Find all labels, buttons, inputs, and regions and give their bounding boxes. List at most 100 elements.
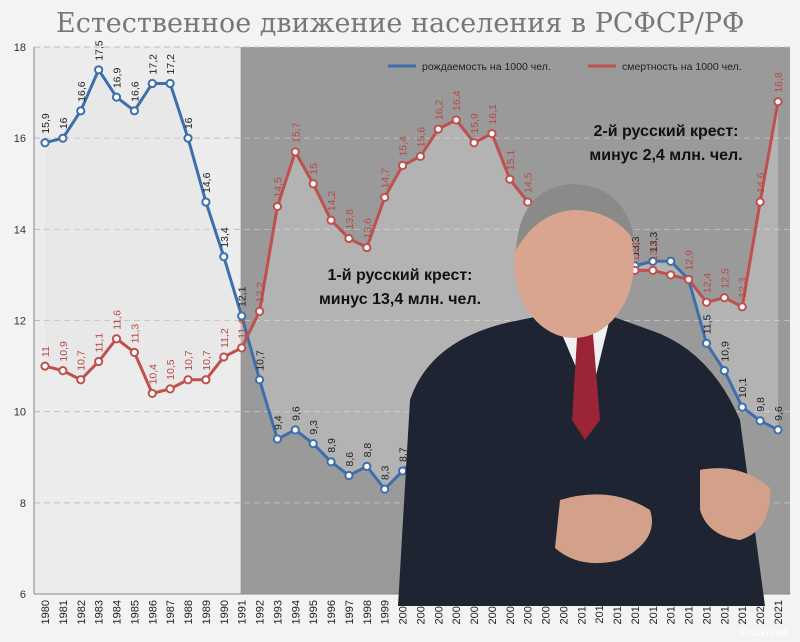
birth-data-label: 9,6: [773, 406, 785, 421]
birth-data-label: 8,3: [380, 465, 392, 480]
death-point: [147, 388, 157, 399]
death-point: [505, 174, 515, 184]
annotation-cross-1: 1-й русский крест: минус 13,4 млн. чел.: [319, 267, 481, 308]
birth-point: [397, 466, 408, 476]
y-tick-label: 16: [14, 133, 26, 145]
x-tick-label: 1985: [129, 600, 141, 624]
birth-point: [58, 133, 68, 143]
death-data-label: 15,1: [505, 150, 517, 171]
x-tick-label: 1989: [201, 600, 213, 624]
y-tick-label: 12: [14, 316, 26, 328]
birth-data-label: 13,4: [219, 227, 231, 248]
death-data-label: 12,5: [719, 268, 731, 289]
death-data-label: 15,4: [398, 136, 410, 157]
birth-point: [272, 434, 283, 444]
death-point: [701, 297, 712, 307]
death-point: [219, 352, 229, 362]
death-data-label: 11,6: [112, 310, 124, 330]
birth-data-label: 8,7: [398, 447, 410, 462]
death-point: [380, 192, 390, 203]
x-tick-label: 1994: [290, 600, 302, 624]
death-data-label: 15,7: [290, 122, 302, 143]
x-tick-label: 2000: [398, 600, 410, 624]
birth-point: [254, 375, 265, 385]
death-point: [469, 138, 479, 148]
x-tick-label: 1999: [380, 600, 392, 624]
annotation-cross-1-line-1: 1-й русский крест:: [327, 267, 472, 284]
y-tick-label: 6: [20, 589, 26, 601]
birth-data-label: 16,9: [112, 68, 124, 89]
annotation-cross-1-line-2: минус 13,4 млн. чел.: [319, 291, 481, 308]
x-tick-label: 1983: [94, 600, 106, 624]
x-tick-label: 2007: [523, 600, 535, 624]
x-tick-label: 1984: [112, 600, 124, 624]
death-data-label: 14,5: [272, 177, 284, 198]
death-data-label: 10,5: [165, 359, 177, 380]
birth-point: [147, 78, 157, 89]
x-tick-label: 1993: [272, 600, 284, 624]
birth-point: [362, 461, 372, 471]
death-data-label: 10,7: [183, 350, 195, 371]
death-data-label: 11: [40, 346, 52, 357]
series-points: [40, 65, 783, 494]
death-data-label: 11,1: [94, 333, 106, 353]
birth-data-label: 9,3: [308, 420, 320, 435]
x-tick-label: 1997: [344, 600, 356, 624]
birth-point: [183, 133, 193, 143]
death-data-label: 15,6: [415, 127, 427, 148]
birth-data-label: 11,5: [701, 314, 713, 334]
x-tick-label: 2016: [684, 600, 696, 624]
birth-data-label: 17,2: [147, 54, 159, 75]
legend: рождаемость на 1000 чел. смертность на 1…: [388, 61, 742, 73]
death-point: [111, 334, 122, 344]
death-data-label: 16,4: [451, 90, 463, 111]
death-point: [272, 201, 283, 212]
x-tick-label: 2017: [701, 600, 713, 624]
x-tick-label: 2018: [719, 600, 731, 624]
birth-point: [308, 438, 318, 449]
death-point: [648, 265, 658, 275]
death-data-label: 12,2: [255, 282, 267, 303]
legend-birth-label: рождаемость на 1000 чел.: [422, 61, 551, 73]
putin-photo: [398, 184, 771, 606]
death-point: [737, 302, 747, 312]
annotation-cross-2: 2-й русский крест: минус 2,4 млн. чел.: [589, 123, 742, 164]
birth-data-label: 9,4: [272, 415, 284, 430]
birth-data-label: 16: [58, 117, 70, 129]
death-point: [487, 129, 497, 139]
death-point: [76, 375, 86, 385]
birth-point: [648, 256, 658, 266]
x-tick-label: 1991: [237, 600, 249, 624]
x-tick-label: 1982: [76, 600, 88, 624]
birth-data-label: 8,8: [362, 443, 374, 458]
birth-point: [701, 338, 712, 348]
birth-data-label: 16: [183, 117, 195, 129]
birth-point: [719, 366, 729, 376]
death-point: [40, 361, 50, 371]
birth-point: [201, 197, 211, 207]
birth-data-label: 8,6: [344, 452, 356, 467]
y-tick-label: 14: [14, 224, 26, 236]
death-data-label: 14,5: [523, 172, 535, 193]
birth-point: [755, 416, 765, 426]
x-tick-label: 1986: [147, 600, 159, 624]
birth-data-label: 10,9: [719, 341, 731, 362]
death-data-label: 10,4: [147, 364, 159, 385]
birth-data-label: 15,9: [40, 113, 52, 134]
x-tick-label: 1981: [58, 600, 70, 624]
birth-point: [165, 78, 175, 89]
death-data-label: 16,1: [487, 104, 499, 125]
x-tick-label: 2006: [505, 600, 517, 624]
death-point: [254, 306, 265, 316]
x-tick-label: 2009: [558, 600, 570, 624]
birth-point: [380, 484, 390, 494]
birth-data-label: 13,3: [648, 232, 660, 253]
x-tick-label: 2019: [737, 600, 749, 624]
y-tick-label: 10: [14, 407, 26, 419]
birth-data-label: 10,7: [255, 350, 267, 371]
x-tick-label: 1992: [255, 600, 267, 624]
birth-data-label: 17,2: [165, 54, 177, 75]
gap-fill: [45, 69, 778, 490]
death-data-label: 16,2: [433, 99, 445, 120]
birth-data-label: 16,6: [129, 81, 141, 102]
